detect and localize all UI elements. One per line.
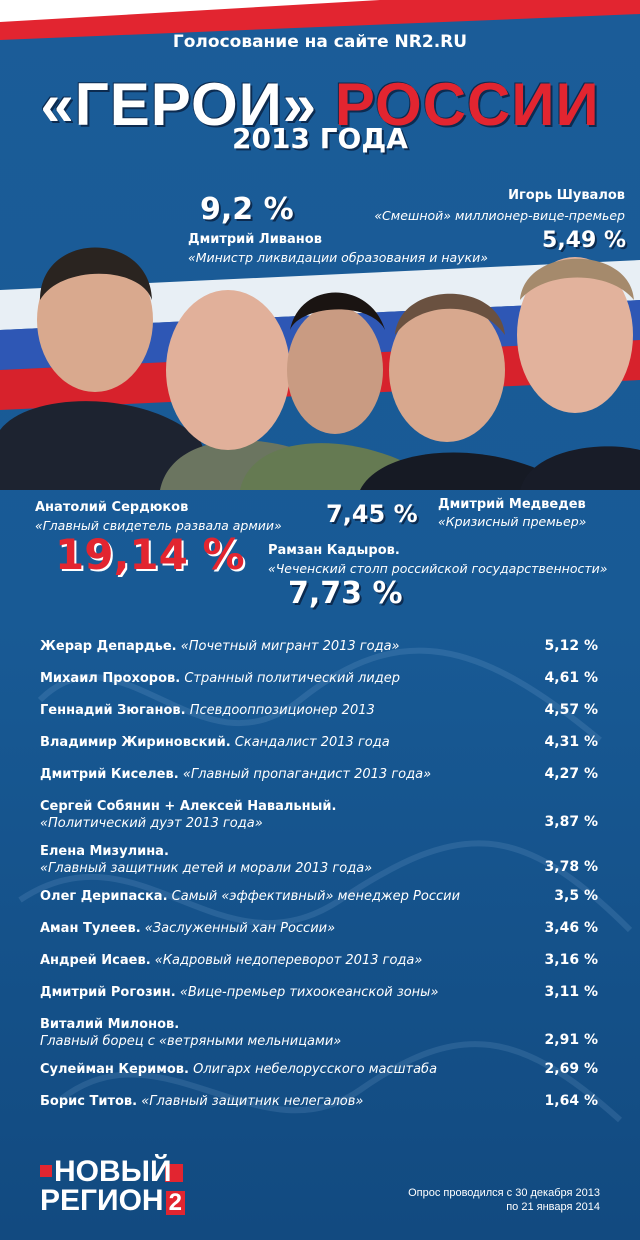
- row-percent: 4,61 %: [544, 670, 598, 686]
- list-row: Борис Титов. «Главный защитник нелегалов…: [40, 1093, 600, 1110]
- row-percent: 3,5 %: [554, 888, 598, 904]
- footnote: Опрос проводился с 30 декабря 2013 по 21…: [408, 1186, 600, 1214]
- list-row: Сергей Собянин + Алексей Навальный. «Поли…: [40, 798, 600, 832]
- logo-text: РЕГИОН: [40, 1184, 164, 1217]
- row-name: Владимир Жириновский.: [40, 735, 231, 750]
- title: «ГЕРОИ» РОССИИ: [0, 70, 640, 139]
- row-description: Самый «эффективный» менеджер России: [171, 889, 461, 904]
- list-row: Елена Мизулина. «Главный защитник детей и…: [40, 843, 600, 877]
- percent: 7,45 %: [326, 500, 418, 528]
- list-row: Аман Тулеев. «Заслуженный хан России»: [40, 920, 600, 937]
- row-percent: 3,78 %: [544, 859, 598, 875]
- row-name: Михаил Прохоров.: [40, 671, 181, 686]
- row-percent: 3,46 %: [544, 920, 598, 936]
- row-name: Виталий Милонов.: [40, 1017, 180, 1032]
- title-white: «ГЕРОИ»: [40, 71, 318, 138]
- quote: «Министр ликвидации образования и науки»: [188, 250, 488, 265]
- row-percent: 1,64 %: [544, 1093, 598, 1109]
- row-name: Сергей Собянин + Алексей Навальный.: [40, 799, 337, 814]
- list-row: Виталий Милонов. Главный борец с «ветряны…: [40, 1016, 600, 1050]
- portraits: [0, 247, 640, 490]
- logo-square: [165, 1164, 183, 1182]
- percent: 19,14 %: [55, 530, 245, 579]
- row-description: «Главный пропагандист 2013 года»: [182, 767, 432, 782]
- name: Дмитрий Ливанов: [188, 232, 322, 247]
- quote: «Главный свидетель развала армии»: [35, 518, 282, 533]
- row-description: «Политический дуэт 2013 года»: [40, 816, 263, 831]
- row-name: Аман Тулеев.: [40, 921, 141, 936]
- list-row: Олег Дерипаска. Самый «эффективный» мене…: [40, 888, 600, 905]
- row-name: Дмитрий Киселев.: [40, 767, 179, 782]
- row-percent: 3,87 %: [544, 814, 598, 830]
- percent: 9,2 %: [200, 192, 294, 227]
- title-red: РОССИИ: [334, 71, 600, 138]
- list-row: Дмитрий Киселев. «Главный пропагандист 2…: [40, 766, 600, 783]
- row-percent: 2,91 %: [544, 1032, 598, 1048]
- row-description: Скандалист 2013 года: [234, 735, 390, 750]
- row-description: Странный политический лидер: [184, 671, 400, 686]
- row-name: Борис Титов.: [40, 1094, 138, 1109]
- row-description: «Главный защитник детей и морали 2013 го…: [40, 861, 373, 876]
- list-row: Геннадий Зюганов. Псевдооппозиционер 201…: [40, 702, 600, 719]
- row-description: «Главный защитник нелегалов»: [141, 1094, 364, 1109]
- row-description: «Кадровый недопереворот 2013 года»: [154, 953, 423, 968]
- row-description: «Вице-премьер тихоокеанской зоны»: [179, 985, 439, 1000]
- row-name: Андрей Исаев.: [40, 953, 151, 968]
- logo-square: [40, 1165, 52, 1177]
- row-description: Олигарх небелорусского масштаба: [193, 1062, 438, 1077]
- percent: 5,49 %: [542, 228, 626, 253]
- row-description: Главный борец с «ветряными мельницами»: [40, 1034, 342, 1049]
- row-percent: 4,27 %: [544, 766, 598, 782]
- logo-line: РЕГИОН 2: [40, 1184, 185, 1217]
- list-row: Михаил Прохоров. Странный политический л…: [40, 670, 600, 687]
- row-name: Елена Мизулина.: [40, 844, 169, 859]
- logo-number: 2: [165, 1191, 185, 1215]
- list-row: Жерар Депардье. «Почетный мигрант 2013 г…: [40, 638, 600, 655]
- name: Игорь Шувалов: [508, 188, 625, 203]
- quote: «Чеченский столп российской государствен…: [268, 561, 608, 576]
- list-row: Владимир Жириновский. Скандалист 2013 го…: [40, 734, 600, 751]
- row-name: Геннадий Зюганов.: [40, 703, 186, 718]
- list-row: Андрей Исаев. «Кадровый недопереворот 20…: [40, 952, 600, 969]
- row-name: Олег Дерипаска.: [40, 889, 168, 904]
- year: 2013 ГОДА: [232, 122, 408, 155]
- name: Рамзан Кадыров.: [268, 543, 400, 558]
- logo: НОВЫЙ РЕГИОН 2: [40, 1155, 185, 1217]
- row-description: «Заслуженный хан России»: [144, 921, 336, 936]
- row-percent: 5,12 %: [544, 638, 598, 654]
- logo-line: НОВЫЙ: [54, 1155, 172, 1188]
- quote: «Кризисный премьер»: [438, 514, 587, 529]
- name: Анатолий Сердюков: [35, 500, 189, 515]
- row-percent: 3,16 %: [544, 952, 598, 968]
- list-row: Дмитрий Рогозин. «Вице-премьер тихоокеан…: [40, 984, 600, 1001]
- footnote-line: Опрос проводился с 30 декабря 2013: [408, 1187, 600, 1199]
- row-percent: 3,11 %: [544, 984, 598, 1000]
- subtitle: Голосование на сайте NR2.RU: [172, 32, 468, 52]
- list-row: Сулейман Керимов. Олигарх небелорусского…: [40, 1061, 600, 1078]
- row-percent: 4,31 %: [544, 734, 598, 750]
- row-name: Сулейман Керимов.: [40, 1062, 189, 1077]
- row-name: Жерар Депардье.: [40, 639, 177, 654]
- row-description: «Почетный мигрант 2013 года»: [180, 639, 400, 654]
- percent: 7,73 %: [288, 576, 403, 611]
- row-percent: 2,69 %: [544, 1061, 598, 1077]
- row-name: Дмитрий Рогозин.: [40, 985, 176, 1000]
- row-percent: 4,57 %: [544, 702, 598, 718]
- quote: «Смешной» миллионер-вице-премьер: [374, 208, 625, 223]
- row-description: Псевдооппозиционер 2013: [189, 703, 375, 718]
- footnote-line: по 21 января 2014: [506, 1201, 600, 1213]
- name: Дмитрий Медведев: [438, 497, 586, 512]
